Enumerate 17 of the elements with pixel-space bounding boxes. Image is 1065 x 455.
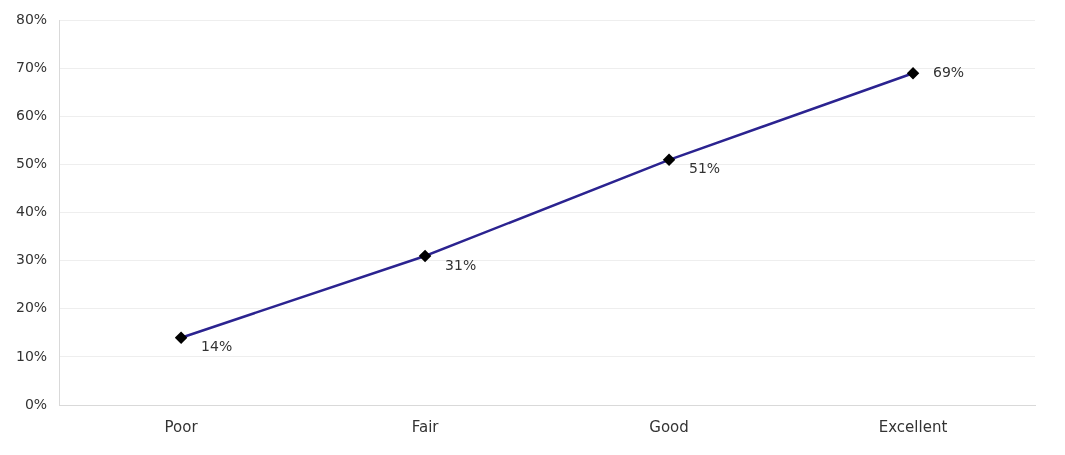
y-tick-label: 40% <box>15 203 48 220</box>
data-label: 69% <box>933 63 965 80</box>
x-tick-label: Good <box>649 417 689 436</box>
y-tick-label: 50% <box>15 155 48 172</box>
y-tick-label: 0% <box>24 395 48 412</box>
y-tick-label: 30% <box>15 251 48 268</box>
y-tick-label: 70% <box>15 59 48 76</box>
y-tick-label: 60% <box>15 107 48 124</box>
data-label: 31% <box>445 256 477 273</box>
data-label: 51% <box>689 160 721 177</box>
x-tick-label: Excellent <box>878 417 948 436</box>
y-tick-label: 10% <box>15 347 48 364</box>
y-tick-label: 80% <box>15 11 48 28</box>
y-tick-label: 20% <box>15 299 48 316</box>
x-tick-label: Poor <box>164 417 199 436</box>
data-label: 14% <box>201 338 233 355</box>
x-tick-label: Fair <box>411 417 440 436</box>
